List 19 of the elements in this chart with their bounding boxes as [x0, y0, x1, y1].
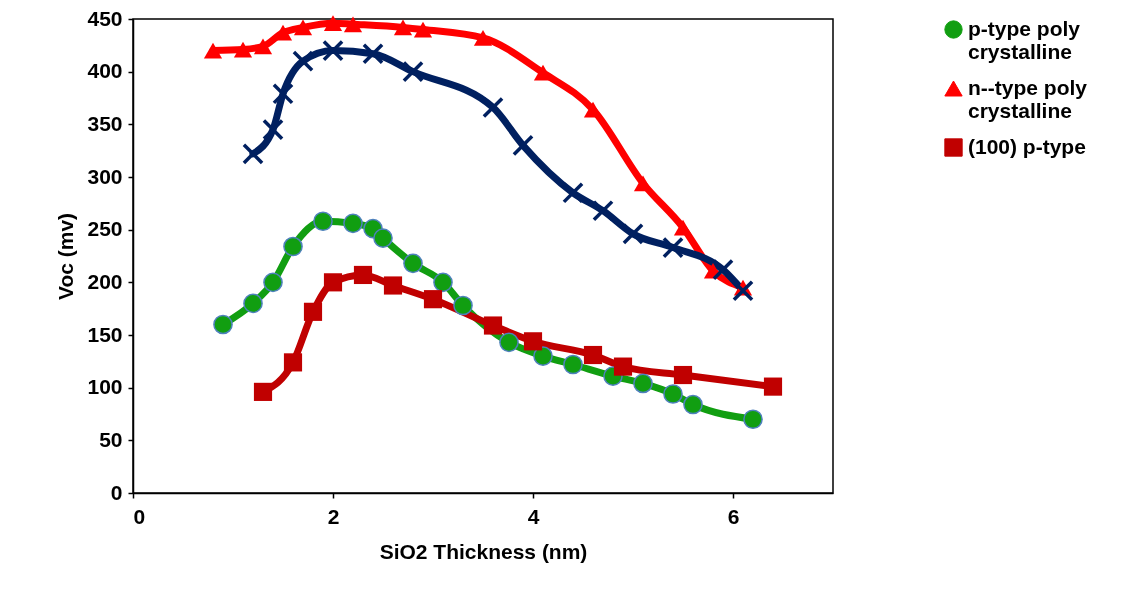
x-tick-label: 4: [527, 504, 540, 528]
legend-label: (100) p-type: [968, 134, 1086, 158]
y-axis-title: Voc (mv): [54, 212, 78, 301]
legend-label: p-type poly crystalline: [968, 16, 1081, 63]
y-tick-label: 0: [110, 480, 123, 504]
x-tick-label: 6: [727, 504, 740, 528]
y-tick-label: 200: [87, 269, 123, 293]
y-tick-label: 300: [87, 164, 123, 188]
y-tick-label: 450: [87, 6, 123, 30]
x-tick-label: 0: [133, 504, 146, 528]
y-tick-label: 100: [87, 375, 123, 399]
y-tick-label: 350: [87, 111, 123, 135]
x-tick-label: 2: [327, 504, 340, 528]
y-tick-label: 250: [87, 217, 123, 241]
legend-label: n--type poly crystalline: [968, 75, 1088, 122]
y-tick-label: 400: [87, 59, 123, 83]
y-tick-label: 50: [99, 427, 123, 451]
x-axis-title: SiO2 Thickness (nm): [379, 539, 588, 563]
y-tick-label: 150: [87, 322, 123, 346]
